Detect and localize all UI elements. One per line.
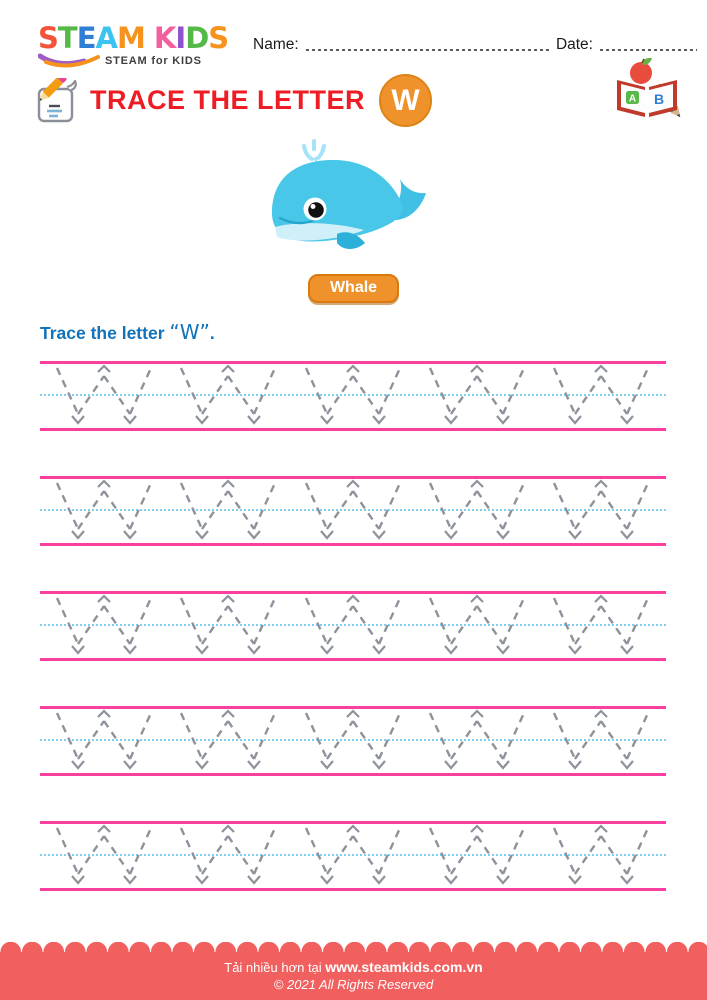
subject-label-button: Whale — [307, 274, 400, 303]
name-date-row: Name: Date: — [253, 36, 697, 54]
footer: Tải nhiều hơn tại www.steamkids.com.vn ©… — [0, 942, 707, 1000]
whale-illustration — [271, 139, 426, 249]
trace-letter-w-glyph[interactable] — [52, 479, 157, 543]
letter-badge: W — [379, 74, 432, 127]
logo-letter: S — [38, 21, 59, 55]
footer-url[interactable]: www.steamkids.com.vn — [325, 959, 483, 975]
logo-wordmark: STEAM KIDS — [38, 21, 229, 55]
logo-letter: D — [185, 21, 209, 55]
instruction-prefix: Trace the letter — [40, 323, 170, 343]
trace-letter-w-glyph[interactable] — [549, 479, 654, 543]
footer-download-line: Tải nhiều hơn tại www.steamkids.com.vn — [0, 952, 707, 975]
date-label: Date: — [555, 36, 593, 53]
steam-kids-logo: STEAM KIDS STEAM for KIDS — [38, 21, 229, 68]
name-label: Name: — [253, 36, 299, 53]
trace-letter-w-glyph[interactable] — [301, 364, 406, 428]
logo-letter: A — [95, 21, 118, 55]
logo-letter: S — [208, 21, 229, 55]
svg-text:A: A — [629, 94, 636, 105]
footer-copyright: © 2021 All Rights Reserved — [273, 977, 434, 992]
writing-icon — [37, 77, 77, 122]
logo-letter: M — [116, 21, 146, 55]
trace-letter-w-glyph[interactable] — [301, 594, 406, 658]
name-input-line — [305, 49, 549, 51]
letter-badge-text: W — [391, 83, 420, 117]
logo-letter: I — [175, 21, 186, 55]
trace-letter-w-glyph[interactable] — [301, 479, 406, 543]
page-title: TRACE THE LETTER — [90, 85, 365, 115]
svg-text:B: B — [654, 91, 664, 107]
logo-letter: K — [153, 21, 177, 55]
trace-letter-w-glyph[interactable] — [425, 824, 530, 888]
trace-letter-w-glyph[interactable] — [425, 479, 530, 543]
logo-letter — [145, 21, 154, 55]
trace-letter-w-glyph[interactable] — [301, 709, 406, 773]
trace-letter-w-glyph[interactable] — [425, 709, 530, 773]
abc-book-icon: A B — [617, 57, 681, 118]
subject-label-text: Whale — [329, 279, 378, 296]
trace-letter-w-glyph[interactable] — [549, 594, 654, 658]
trace-row[interactable] — [40, 821, 666, 891]
trace-letter-w-glyph[interactable] — [301, 824, 406, 888]
instruction-text: Trace the letter “W”. — [40, 320, 215, 344]
logo-swoosh-icon — [38, 53, 100, 68]
trace-letter-w-glyph[interactable] — [52, 594, 157, 658]
logo-letter: T — [57, 21, 78, 55]
trace-row[interactable] — [40, 361, 666, 431]
footer-download-prefix: Tải nhiều hơn tại — [224, 960, 322, 975]
trace-letter-w-glyph[interactable] — [549, 709, 654, 773]
title-row: TRACE THE LETTER W — [34, 74, 432, 127]
subject-block: Whale — [0, 138, 707, 303]
trace-letter-w-glyph[interactable] — [52, 824, 157, 888]
trace-letter-w-glyph[interactable] — [176, 479, 281, 543]
instruction-letter: “W” — [169, 320, 210, 344]
trace-row[interactable] — [40, 591, 666, 661]
logo-letter: E — [76, 21, 97, 55]
date-input-line — [600, 49, 697, 51]
trace-letter-w-glyph[interactable] — [52, 709, 157, 773]
trace-letter-w-glyph[interactable] — [549, 364, 654, 428]
trace-letter-w-glyph[interactable] — [425, 364, 530, 428]
trace-letter-w-glyph[interactable] — [176, 709, 281, 773]
trace-letter-w-glyph[interactable] — [176, 594, 281, 658]
trace-row[interactable] — [40, 476, 666, 546]
trace-letter-w-glyph[interactable] — [549, 824, 654, 888]
trace-letter-w-glyph[interactable] — [425, 594, 530, 658]
instruction-suffix: . — [209, 323, 215, 343]
logo-tagline: STEAM for KIDS — [105, 55, 202, 67]
trace-letter-w-glyph[interactable] — [176, 364, 281, 428]
trace-letter-w-glyph[interactable] — [176, 824, 281, 888]
trace-rows — [40, 361, 666, 936]
trace-letter-w-glyph[interactable] — [52, 364, 157, 428]
trace-row[interactable] — [40, 706, 666, 776]
